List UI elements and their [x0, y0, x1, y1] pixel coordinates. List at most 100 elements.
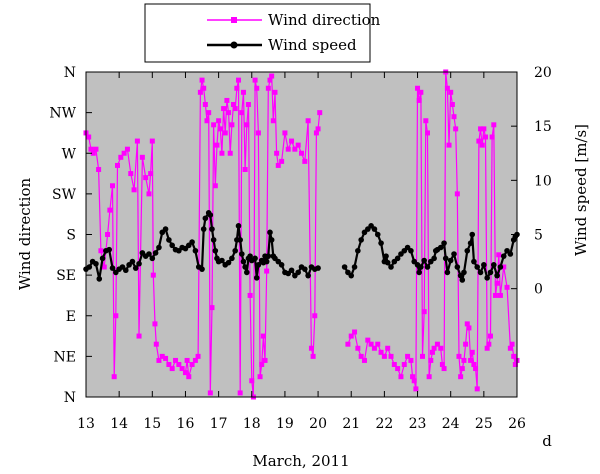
- data-point: [231, 102, 237, 107]
- data-point: [199, 266, 205, 272]
- data-point: [200, 226, 207, 232]
- data-point: [288, 267, 295, 274]
- x-tick-label: 20: [309, 416, 327, 432]
- y-left-tick-label: SW: [52, 187, 77, 203]
- data-point: [252, 77, 258, 83]
- data-point: [486, 341, 492, 347]
- y-left-tick-label: N: [64, 65, 76, 81]
- data-point: [491, 122, 497, 128]
- data-point: [110, 183, 116, 189]
- data-point: [107, 207, 113, 213]
- data-point: [131, 187, 137, 193]
- data-point: [413, 386, 419, 392]
- data-point: [464, 321, 470, 327]
- data-point: [259, 362, 265, 367]
- data-point: [454, 191, 460, 197]
- data-point: [139, 154, 145, 160]
- data-point: [348, 333, 354, 339]
- y-left-tick-label: N: [64, 390, 76, 406]
- data-point: [121, 150, 127, 156]
- data-point: [278, 262, 285, 268]
- data-point: [351, 264, 358, 270]
- data-point: [378, 349, 384, 355]
- data-point: [423, 118, 429, 124]
- data-point: [146, 191, 152, 197]
- data-point: [221, 106, 227, 112]
- legend: Wind direction Wind speed: [144, 3, 381, 63]
- data-point: [345, 341, 351, 347]
- data-point: [489, 134, 495, 140]
- data-point: [361, 357, 367, 363]
- data-point: [264, 268, 270, 274]
- data-point: [494, 280, 500, 286]
- data-point: [341, 264, 348, 270]
- data-point: [358, 353, 364, 359]
- data-point: [106, 246, 113, 253]
- data-point: [210, 237, 217, 243]
- data-point: [269, 73, 275, 79]
- data-point: [152, 321, 158, 327]
- data-point: [162, 226, 169, 232]
- data-point: [434, 341, 440, 347]
- y-left-tick-label: W: [62, 146, 77, 162]
- data-point: [114, 162, 120, 168]
- x-tick-label: 23: [409, 416, 427, 432]
- x-tick-label: 25: [475, 416, 493, 432]
- data-point: [385, 345, 391, 351]
- data-point: [496, 252, 502, 258]
- data-point: [86, 134, 92, 140]
- data-point: [166, 362, 172, 367]
- data-point: [176, 362, 182, 367]
- series-wind-speed: [83, 210, 520, 283]
- data-point: [449, 102, 455, 107]
- data-point: [219, 150, 225, 156]
- data-point: [201, 85, 207, 91]
- data-point: [156, 244, 162, 251]
- y-right-tick-label: 0: [534, 282, 543, 298]
- data-point: [365, 337, 371, 343]
- data-point: [267, 77, 273, 83]
- data-point: [312, 313, 318, 319]
- data-point: [209, 226, 215, 232]
- data-point: [424, 130, 430, 136]
- data-point: [439, 362, 445, 367]
- data-point: [225, 259, 232, 266]
- data-point: [247, 253, 253, 259]
- data-point: [212, 247, 219, 254]
- data-point: [237, 237, 243, 243]
- plot-area: [86, 72, 517, 397]
- data-point: [442, 255, 449, 262]
- data-point: [232, 247, 238, 254]
- data-point: [101, 264, 107, 270]
- legend-marker-speed: [230, 41, 238, 49]
- data-point: [421, 257, 427, 264]
- data-point: [98, 248, 104, 254]
- data-point: [285, 146, 291, 152]
- data-point: [461, 357, 467, 363]
- data-point: [262, 357, 268, 363]
- data-point: [146, 251, 152, 257]
- data-point: [483, 134, 489, 140]
- legend-label-direction: Wind direction: [268, 11, 381, 29]
- data-point: [474, 264, 481, 270]
- data-point: [169, 242, 175, 249]
- data-point: [484, 275, 490, 281]
- data-point: [494, 272, 500, 279]
- data-point: [459, 277, 466, 283]
- data-point: [308, 345, 314, 351]
- data-point: [501, 264, 507, 270]
- y-right-tick-label: 15: [534, 119, 552, 135]
- data-point: [487, 333, 493, 339]
- data-point: [451, 251, 457, 257]
- data-point: [197, 89, 203, 95]
- data-point: [471, 362, 477, 367]
- data-point: [217, 126, 223, 132]
- data-point: [270, 118, 276, 124]
- data-point: [211, 122, 217, 128]
- data-point: [124, 146, 130, 152]
- data-point: [113, 313, 119, 319]
- data-point: [374, 231, 381, 238]
- data-point: [93, 146, 99, 152]
- data-point: [163, 355, 169, 361]
- data-point: [128, 171, 134, 177]
